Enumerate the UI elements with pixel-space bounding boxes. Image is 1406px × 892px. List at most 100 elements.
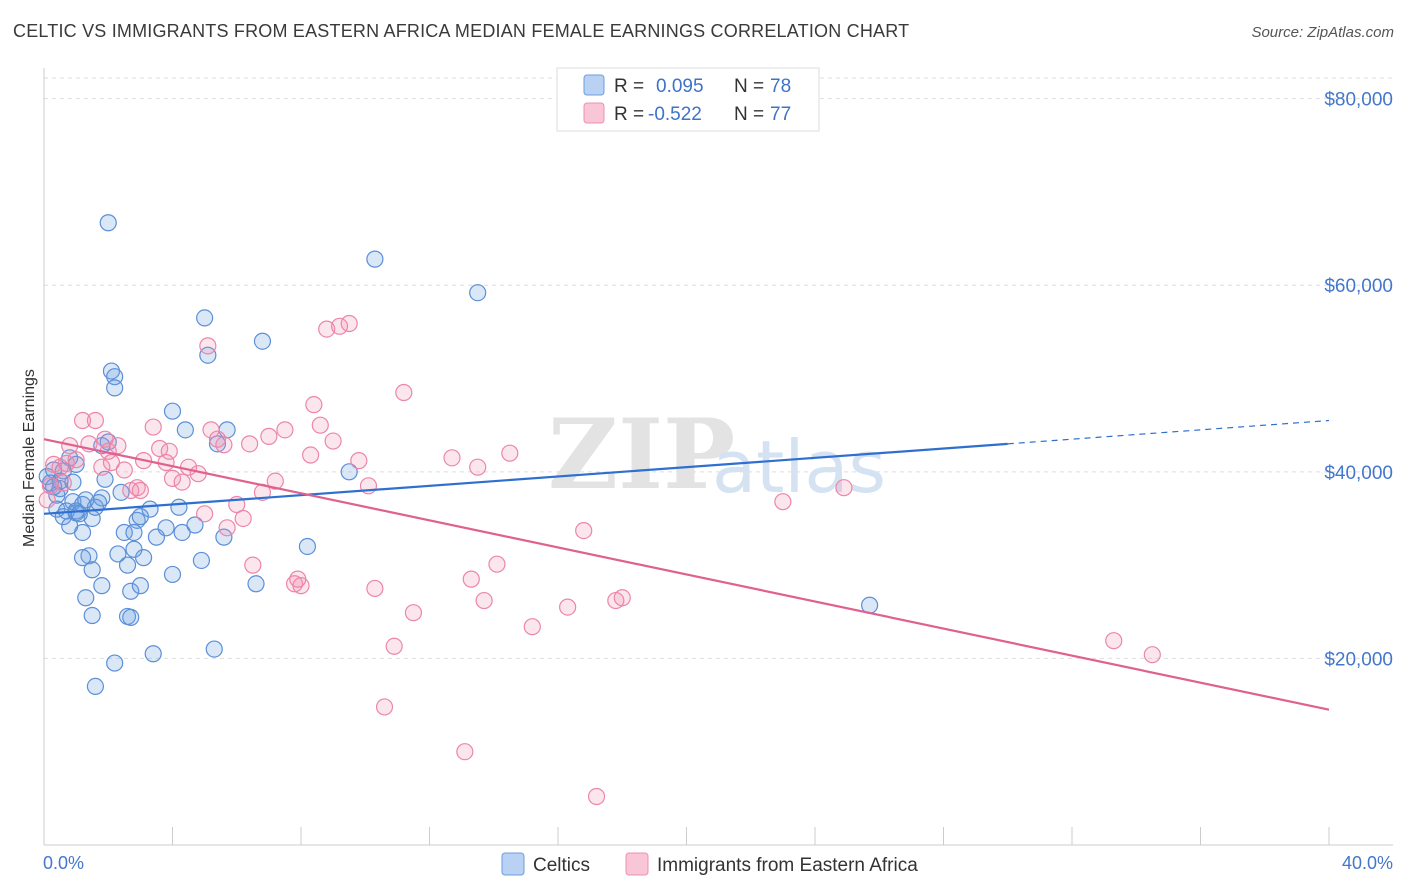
point-immigrants: [289, 570, 307, 588]
point-immigrants: [266, 472, 284, 490]
point-immigrants: [375, 698, 394, 716]
point-celtics: [73, 549, 92, 567]
source-attribution: Source: ZipAtlas.com: [1251, 24, 1394, 41]
point-immigrants: [475, 591, 493, 610]
point-celtics: [80, 547, 98, 565]
legend-n-label-1: N =: [734, 76, 764, 97]
point-immigrants: [128, 479, 146, 497]
top-legend: R = 0.095 N = 78 R = -0.522 N = 77: [556, 67, 820, 132]
legend-r-label-1: R =: [614, 76, 644, 97]
point-immigrants: [131, 481, 149, 500]
x-tick-label-min: 0.0%: [43, 853, 84, 873]
point-immigrants: [774, 493, 792, 511]
point-celtics: [253, 332, 272, 350]
point-immigrants: [501, 444, 519, 462]
trend-line-celtics: [43, 442, 1008, 515]
bottom-legend: Celtics Immigrants from Eastern Africa: [501, 852, 918, 876]
bottom-legend-swatch-celtics: [501, 852, 525, 876]
point-celtics: [99, 214, 117, 232]
axes: $20,000 $40,000 $60,000 $80,000: [43, 68, 1393, 846]
point-immigrants: [305, 396, 323, 414]
legend-n-value-immigrants: 77: [770, 104, 791, 125]
point-immigrants: [218, 519, 236, 537]
bottom-legend-label-immigrants: Immigrants from Eastern Africa: [657, 855, 918, 876]
point-immigrants: [73, 411, 92, 430]
legend-r-value-celtics: 0.095: [656, 76, 704, 97]
point-immigrants: [613, 589, 631, 607]
point-celtics: [170, 498, 188, 516]
x-tick-label-max: 40.0%: [1342, 853, 1393, 873]
point-immigrants: [244, 556, 262, 574]
point-celtics: [93, 577, 111, 595]
watermark-atlas: atlas: [712, 425, 886, 509]
point-celtics: [109, 545, 127, 563]
point-celtics: [340, 463, 358, 481]
point-immigrants: [196, 505, 214, 523]
series-immigrants: [38, 314, 1161, 806]
bottom-legend-swatch-immigrants: [625, 852, 649, 876]
point-immigrants: [318, 320, 336, 338]
y-tick-label: $60,000: [1324, 276, 1393, 297]
point-immigrants: [67, 451, 85, 469]
point-celtics: [122, 608, 140, 626]
point-celtics: [83, 561, 101, 579]
series-celtics: [38, 214, 879, 696]
point-celtics: [90, 494, 108, 512]
point-immigrants: [443, 449, 461, 467]
watermark-zip: ZIP: [548, 398, 735, 511]
y-tick-label: $20,000: [1324, 649, 1393, 670]
point-immigrants: [559, 598, 577, 616]
point-immigrants: [202, 421, 220, 439]
point-celtics: [106, 654, 124, 672]
y-tick-label: $40,000: [1324, 463, 1393, 484]
point-immigrants: [385, 637, 403, 655]
point-celtics: [298, 537, 317, 556]
legend-swatch-celtics: [583, 74, 605, 96]
point-celtics: [125, 523, 143, 542]
point-immigrants: [234, 509, 252, 528]
point-immigrants: [276, 421, 294, 439]
point-celtics: [163, 402, 182, 420]
point-immigrants: [215, 436, 233, 454]
point-celtics: [163, 565, 182, 584]
point-immigrants: [575, 522, 593, 540]
point-immigrants: [38, 491, 56, 509]
point-celtics: [192, 551, 211, 570]
point-celtics: [73, 523, 92, 542]
bottom-legend-label-celtics: Celtics: [533, 855, 590, 876]
point-celtics: [176, 421, 194, 439]
point-immigrants: [395, 383, 413, 402]
point-celtics: [208, 435, 227, 453]
point-immigrants: [330, 317, 349, 335]
point-celtics: [115, 523, 133, 542]
point-celtics: [205, 640, 223, 658]
point-celtics: [186, 516, 204, 534]
legend-swatch-immigrants: [583, 102, 605, 124]
point-celtics: [102, 362, 121, 380]
point-celtics: [77, 589, 95, 607]
point-celtics: [83, 606, 101, 625]
point-celtics: [196, 309, 214, 327]
point-celtics: [122, 582, 140, 600]
point-immigrants: [57, 454, 76, 473]
point-immigrants: [285, 575, 304, 593]
point-immigrants: [350, 452, 368, 470]
point-celtics: [77, 491, 95, 509]
point-celtics: [144, 645, 162, 663]
point-immigrants: [835, 479, 853, 497]
point-celtics: [157, 519, 175, 537]
point-celtics: [86, 677, 105, 696]
point-celtics: [215, 528, 233, 546]
point-immigrants: [151, 439, 169, 458]
trend-line-celtics-extrapolated: [1007, 419, 1330, 445]
point-immigrants: [523, 618, 541, 636]
point-immigrants: [456, 743, 474, 761]
point-celtics: [118, 556, 137, 574]
watermark: ZIP atlas: [548, 398, 886, 511]
legend-n-label-2: N =: [734, 104, 764, 125]
point-celtics: [131, 577, 149, 595]
legend-n-value-celtics: 78: [770, 76, 791, 97]
trend-lines: [43, 419, 1330, 711]
point-immigrants: [160, 442, 178, 460]
